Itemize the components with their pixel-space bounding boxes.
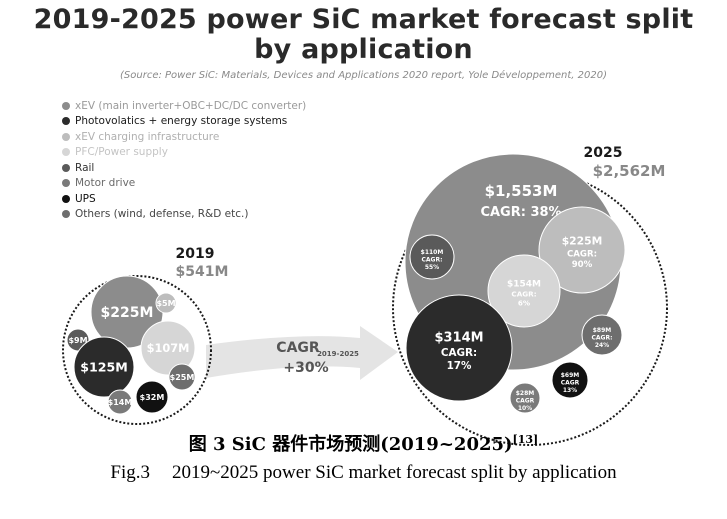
year-label-2019: 2019 (176, 246, 215, 262)
legend-label: Rail (75, 161, 95, 174)
legend-swatch (62, 194, 70, 203)
bubble-value-2025: $1,553M (485, 182, 558, 200)
legend-label: xEV (main inverter+OBC+DC/DC converter) (75, 99, 307, 112)
bubble-value-2019: $9M (68, 336, 87, 345)
year-total-2025: $2,562M (593, 162, 666, 180)
figure-caption-en: Fig.3 2019~2025 power SiC market forecast… (0, 462, 727, 484)
bubble-2025 (487, 254, 561, 328)
bubble-2025 (581, 314, 623, 356)
chart-title-line-1: 2019-2025 power SiC market forecast spli… (33, 4, 694, 35)
legend-label: Photovolatics + energy storage systems (75, 115, 288, 128)
chart-source: (Source: Power SiC: Materials, Devices a… (120, 70, 607, 81)
bubble-value-2025: $89M (593, 327, 612, 334)
chart-title-line-2: by application (254, 34, 473, 65)
legend-item: xEV (main inverter+OBC+DC/DC converter) (62, 98, 306, 114)
bubble-value-2019: $225M (101, 305, 154, 321)
cagr-arrow (206, 326, 398, 380)
legend-item: UPS (62, 191, 306, 207)
caption-en-number: Fig.3 (110, 462, 151, 483)
caption-cn-text: 图 3 SiC 器件市场预测(2019~2025) (188, 434, 513, 455)
legend: xEV (main inverter+OBC+DC/DC converter) … (62, 98, 306, 222)
legend-item: xEV charging infrastructure (62, 129, 306, 145)
bubble-value-2019: $32M (140, 393, 165, 402)
legend-label: Others (wind, defense, R&D etc.) (75, 208, 249, 221)
cagr-arrow-value: +30% (283, 360, 328, 376)
legend-item: Motor drive (62, 176, 306, 192)
bubble-cagr-2025: CAGR: (422, 257, 443, 264)
bubble-2019 (140, 320, 196, 376)
legend-item: Rail (62, 160, 306, 176)
bubble-value-2025: $28M (516, 390, 535, 397)
bubble-value-2025: $314M (434, 331, 483, 346)
bubble-value-2025: $110M (421, 249, 444, 256)
legend-item: Photovolatics + energy storage systems (62, 114, 306, 130)
legend-swatch (62, 210, 70, 219)
figure-caption-cn: 图 3 SiC 器件市场预测(2019~2025)[13] (0, 430, 727, 456)
caption-en-text: 2019~2025 power SiC market forecast spli… (172, 462, 617, 483)
bubble-cagr-2025: CAGR (516, 398, 535, 405)
bubble-cagr-value-2025: 6% (518, 298, 530, 307)
legend-label: UPS (75, 192, 96, 205)
year-total-2019: $541M (176, 264, 229, 280)
bubble-cagr-2025: CAGR: (511, 289, 536, 298)
bubble-value-2025: $69M (561, 372, 580, 379)
bubble-cagr-value-2025: 17% (447, 360, 472, 372)
bubble-value-2025: $225M (562, 235, 603, 248)
legend-item: PFC/Power supply (62, 145, 306, 161)
bubble-cagr-value-2025: 24% (595, 342, 609, 349)
legend-swatch (62, 179, 70, 188)
legend-swatch (62, 101, 70, 110)
bubble-cagr-2025: CAGR (561, 380, 580, 387)
bubble-2019 (168, 363, 196, 391)
bubble-2025 (551, 361, 589, 399)
bubble-2025 (405, 294, 513, 402)
bubble-cagr-2025: CAGR: 38% (480, 205, 561, 220)
cagr-arrow-label: CAGR (276, 340, 320, 356)
bubble-value-2019: $107M (147, 341, 190, 355)
bubble-value-2025: $154M (507, 280, 541, 290)
bubble-value-2019: $25M (170, 373, 195, 382)
legend-label: xEV charging infrastructure (75, 130, 220, 143)
bubble-cagr-value-2025: 55% (425, 264, 439, 271)
bubble-cagr-2025: CAGR: (567, 249, 597, 259)
legend-item: Others (wind, defense, R&D etc.) (62, 207, 306, 223)
bubble-2025 (409, 234, 455, 280)
legend-label: Motor drive (75, 177, 136, 190)
bubble-2019 (107, 389, 133, 415)
bubble-2019 (155, 292, 177, 314)
group-outline-2019 (62, 275, 212, 425)
legend-swatch (62, 132, 70, 141)
bubble-2019 (73, 336, 135, 398)
legend-swatch (62, 163, 70, 172)
bubble-value-2019: $125M (80, 359, 128, 374)
legend-swatch (62, 117, 70, 126)
legend-swatch (62, 148, 70, 157)
bubble-cagr-2025: CAGR: (441, 347, 477, 359)
cagr-arrow-sub: 2019-2025 (317, 350, 359, 358)
caption-cn-ref: [13] (512, 433, 539, 446)
bubble-cagr-value-2025: 10% (518, 405, 532, 412)
bubble-cagr-value-2025: 90% (572, 260, 593, 270)
legend-label: PFC/Power supply (75, 146, 168, 159)
bubble-cagr-2025: CAGR: (592, 335, 613, 342)
bubble-value-2019: $14M (108, 398, 133, 407)
bubble-2025 (538, 206, 626, 294)
bubble-2025 (509, 382, 541, 414)
year-label-2025: 2025 (584, 145, 623, 161)
bubble-2019 (135, 380, 169, 414)
bubble-value-2019: $5M (156, 299, 175, 308)
bubble-cagr-value-2025: 13% (563, 387, 577, 394)
